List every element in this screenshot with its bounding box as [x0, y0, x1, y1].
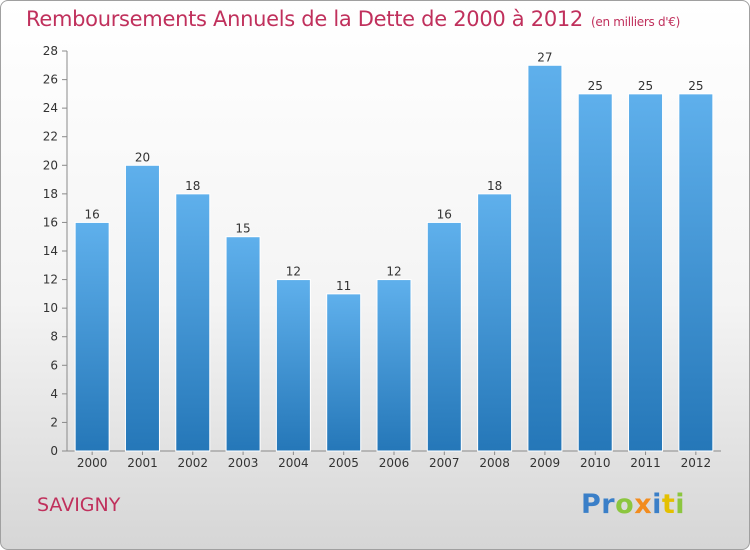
chart-unit: (en milliers d'€): [591, 15, 681, 29]
y-tick-label: 8: [50, 330, 58, 344]
data-label: 16: [85, 207, 100, 221]
y-tick-label: 0: [50, 444, 58, 458]
y-tick-label: 22: [43, 130, 58, 144]
y-tick-label: 4: [50, 387, 58, 401]
y-tick-label: 20: [43, 158, 58, 172]
bar: [376, 279, 412, 452]
logo-letter: x: [634, 489, 653, 520]
chart-title-text: Remboursements Annuels de la Dette de 20…: [26, 7, 583, 31]
data-label: 25: [638, 79, 653, 93]
proxiti-logo: Proxiti: [581, 489, 685, 520]
bar: [124, 164, 160, 452]
x-tick-label: 2007: [429, 456, 460, 470]
bar: [527, 64, 563, 452]
data-label: 20: [135, 150, 150, 164]
logo-letter: t: [661, 489, 676, 520]
commune-name: SAVIGNY: [37, 494, 121, 516]
bars: [74, 64, 714, 452]
y-tick-label: 10: [43, 301, 58, 315]
x-tick-label: 2006: [379, 456, 410, 470]
data-label: 12: [386, 265, 401, 279]
logo-letter: P: [581, 489, 602, 520]
bar: [628, 93, 664, 452]
y-tick-label: 18: [43, 187, 58, 201]
bar: [225, 236, 261, 452]
x-tick-label: 2009: [530, 456, 561, 470]
bar: [678, 93, 714, 452]
bar: [175, 193, 211, 452]
data-label: 25: [588, 79, 603, 93]
logo-letter: i: [675, 489, 686, 520]
x-tick-label: 2008: [479, 456, 510, 470]
x-tick-label: 2002: [177, 456, 208, 470]
y-tick-label: 12: [43, 273, 58, 287]
data-label: 15: [235, 222, 250, 236]
x-tick-label: 2010: [580, 456, 611, 470]
logo-letter: r: [601, 489, 616, 520]
data-label: 12: [286, 265, 301, 279]
chart-title: Remboursements Annuels de la Dette de 20…: [26, 7, 680, 31]
bar: [577, 93, 613, 452]
bar: [74, 221, 110, 452]
bar: [477, 193, 513, 452]
data-label: 11: [336, 279, 351, 293]
x-axis: 2000 2001 2002 2003 2004 2005 2006 2007 2008 2009…: [67, 450, 721, 470]
data-label: 27: [537, 50, 552, 64]
data-label: 18: [487, 179, 502, 193]
logo-letter: i: [652, 489, 662, 520]
data-labels: 16 20 18 15 12 11 12 16 18 27 25 25 25: [85, 50, 704, 293]
x-tick-label: 2005: [328, 456, 359, 470]
y-tick-label: 16: [43, 215, 58, 229]
y-tick-label: 6: [50, 358, 58, 372]
x-tick-label: 2003: [228, 456, 259, 470]
y-tick-label: 28: [43, 44, 58, 58]
y-tick-label: 24: [43, 101, 58, 115]
data-label: 16: [437, 207, 452, 221]
logo-letter: o: [615, 489, 635, 520]
data-label: 25: [688, 79, 703, 93]
y-tick-label: 14: [43, 244, 58, 258]
x-tick-label: 2004: [278, 456, 309, 470]
bar: [426, 221, 462, 452]
x-tick-label: 2012: [681, 456, 712, 470]
y-tick-label: 26: [43, 73, 58, 87]
data-label: 18: [185, 179, 200, 193]
y-tick-label: 2: [50, 415, 58, 429]
x-tick-label: 2001: [127, 456, 158, 470]
bar: [326, 293, 362, 452]
x-tick-label: 2000: [77, 456, 108, 470]
x-tick-label: 2011: [630, 456, 661, 470]
bar: [275, 279, 311, 452]
